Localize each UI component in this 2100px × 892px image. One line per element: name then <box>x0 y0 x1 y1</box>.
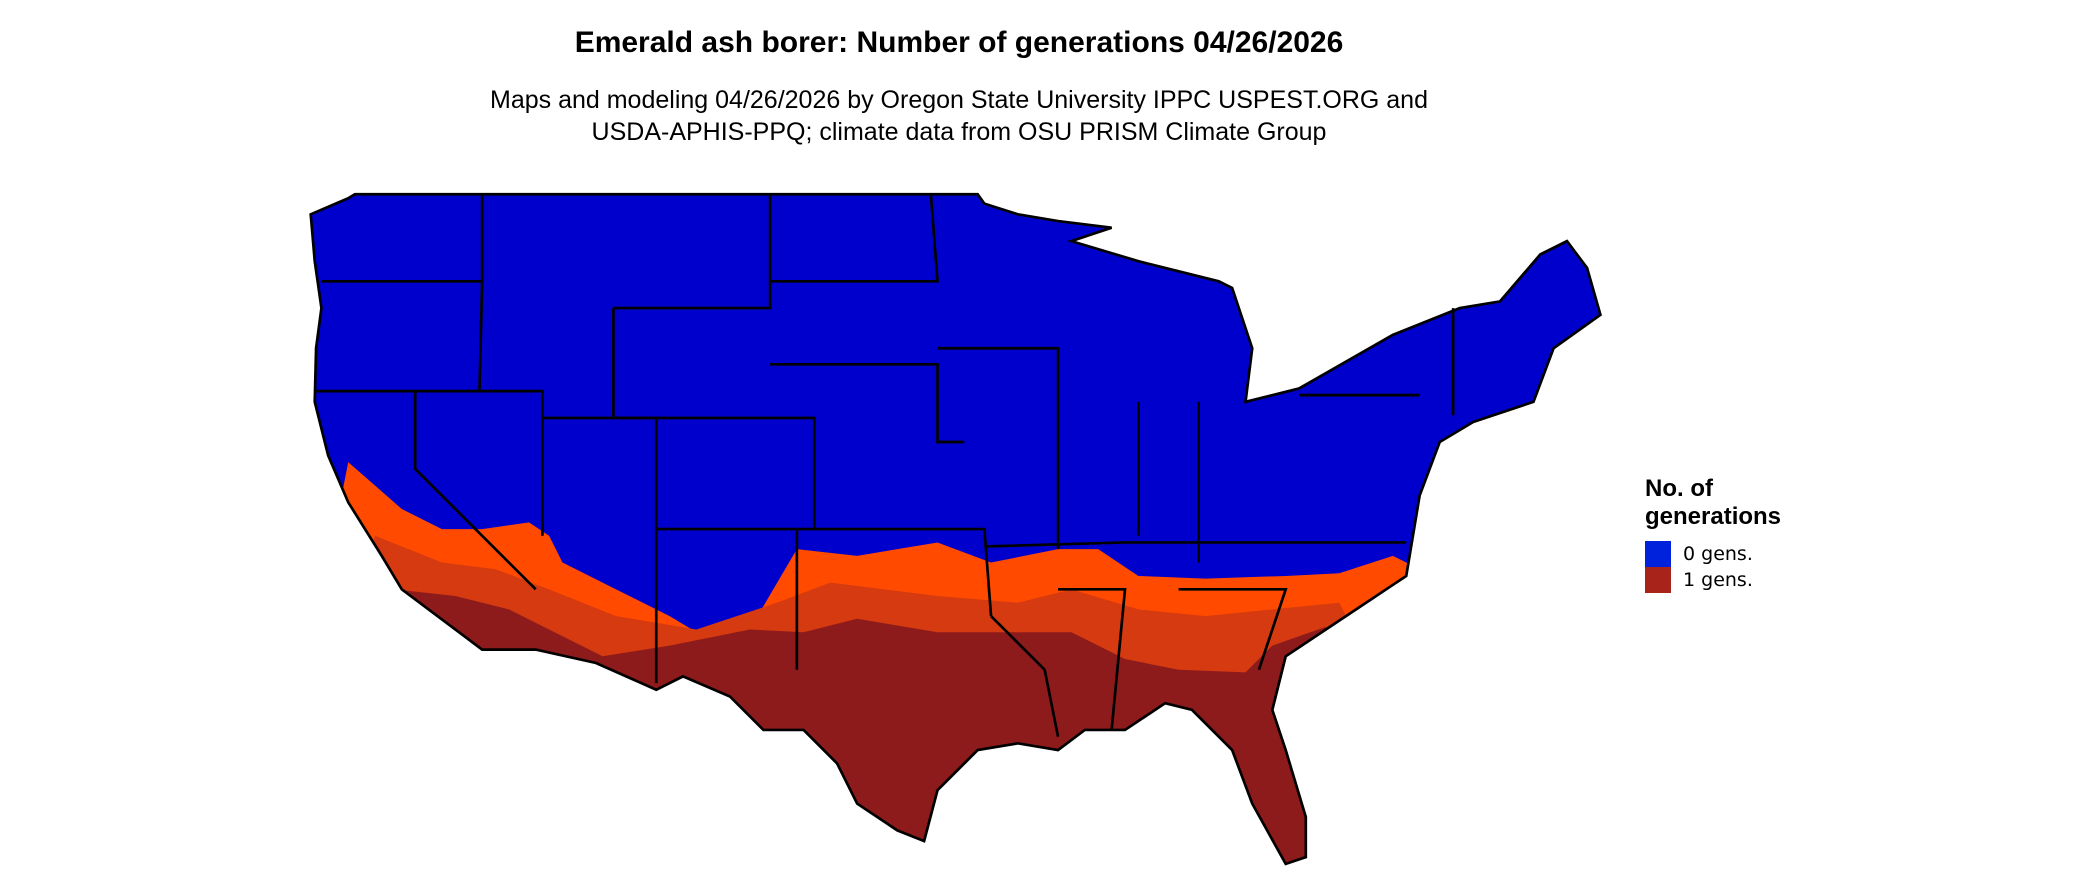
legend-item-1-gens: 1 gens. <box>1645 567 1781 593</box>
legend-item-0-gens: 0 gens. <box>1645 541 1781 567</box>
map-subtitle: Maps and modeling 04/26/2026 by Oregon S… <box>0 84 1918 148</box>
legend-swatch-blue <box>1645 541 1671 567</box>
subtitle-line-1: Maps and modeling 04/26/2026 by Oregon S… <box>490 86 1428 114</box>
subtitle-line-2: USDA-APHIS-PPQ; climate data from OSU PR… <box>591 118 1327 146</box>
legend-title-line-2: generations <box>1645 503 1782 530</box>
legend-title: No. of generations <box>1645 475 1781 531</box>
legend-title-line-1: No. of <box>1645 475 1713 502</box>
map-title: Emerald ash borer: Number of generations… <box>574 26 1344 59</box>
legend-label: 1 gens. <box>1683 569 1753 591</box>
legend-label: 0 gens. <box>1683 543 1753 565</box>
state-borders <box>309 192 1602 866</box>
legend: No. of generations 0 gens. 1 gens. <box>1645 475 1781 593</box>
legend-swatch-red <box>1645 567 1671 593</box>
